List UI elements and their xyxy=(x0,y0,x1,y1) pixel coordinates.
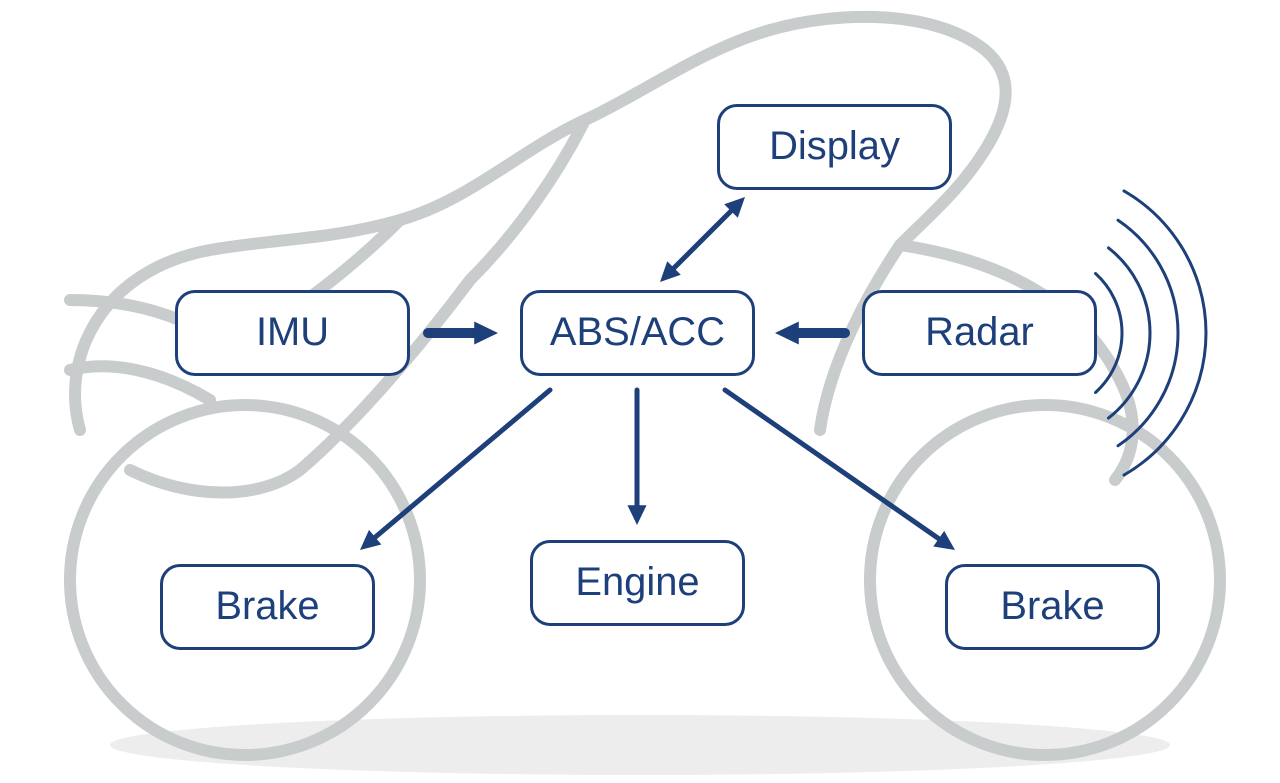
diagram-canvas: Display IMU ABS/ACC Radar Brake Engine B… xyxy=(0,0,1280,783)
arrows-layer xyxy=(0,0,1280,783)
